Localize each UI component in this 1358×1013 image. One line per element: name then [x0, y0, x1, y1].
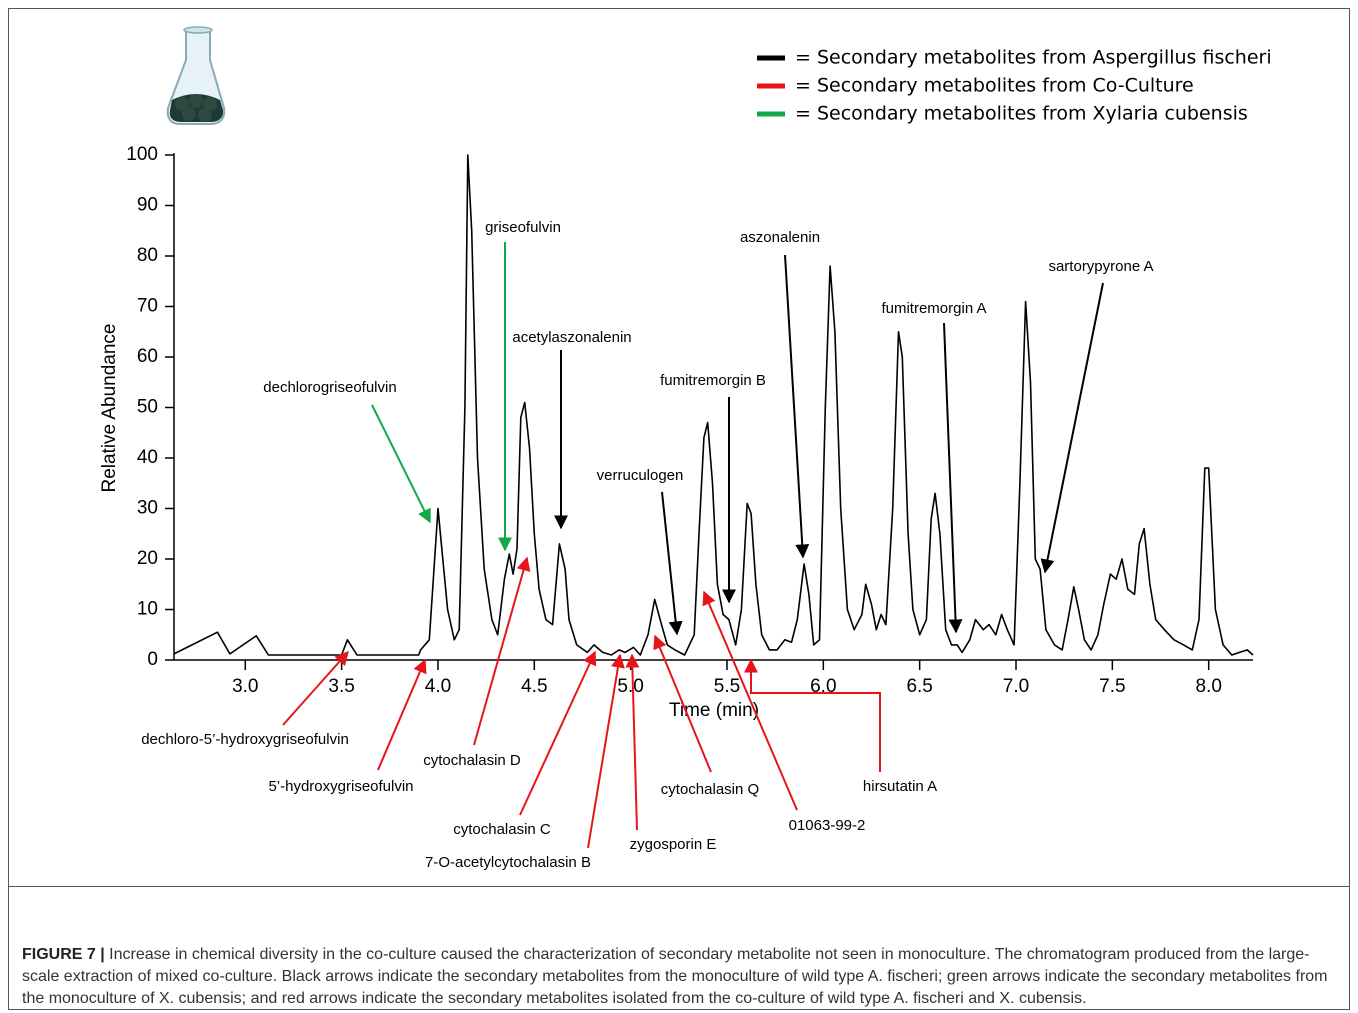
annotation-label: cytochalasin D: [423, 752, 521, 769]
y-tick-label: 60: [137, 346, 158, 367]
caption: FIGURE 7 | Increase in chemical diversit…: [22, 944, 1338, 1010]
annotation-label: griseofulvin: [485, 219, 561, 236]
x-tick-label: 4.5: [521, 676, 547, 697]
y-tick-label: 10: [137, 599, 158, 620]
legend-label: = Secondary metabolites from Co-Culture: [795, 75, 1194, 97]
annotation-arrow: [661, 491, 683, 636]
x-tick-label: 7.0: [1003, 676, 1029, 697]
frame: [8, 8, 1350, 1010]
y-tick-label: 70: [137, 296, 158, 317]
annotation-label: acetylaszonalenin: [512, 329, 631, 346]
y-tick-label: 40: [137, 447, 158, 468]
annotation-arrow: [702, 590, 798, 811]
annotation-label: verruculogen: [597, 467, 684, 484]
annotation-label: fumitremorgin A: [881, 300, 986, 317]
annotation-arrow: [653, 634, 712, 773]
x-tick-label: 4.0: [425, 676, 451, 697]
annotation-arrow: [371, 404, 431, 524]
x-tick-label: 5.5: [714, 676, 740, 697]
x-axis-label: Time (min): [669, 700, 759, 721]
y-tick-label: 90: [137, 195, 158, 216]
annotation-arrow: [784, 254, 810, 559]
annotation-label: sartorypyrone A: [1048, 258, 1153, 275]
annotation-arrow: [587, 653, 625, 849]
annotation-label: cytochalasin Q: [661, 781, 759, 798]
annotation-arrow: [1040, 282, 1104, 574]
y-tick-label: 20: [137, 548, 158, 569]
legend-label: = Secondary metabolites from Aspergillus…: [795, 47, 1272, 69]
y-tick-label: 30: [137, 498, 158, 519]
legend-label: = Secondary metabolites from Xylaria cub…: [795, 103, 1248, 125]
annotation-arrow: [473, 556, 531, 746]
annotation-label: zygosporin E: [630, 836, 717, 853]
annotation-label: aszonalenin: [740, 229, 820, 246]
y-tick-label: 80: [137, 245, 158, 266]
y-tick-label: 0: [147, 649, 158, 670]
annotation-arrow: [625, 653, 640, 831]
annotation-label: 01063-99-2: [789, 817, 866, 834]
annotation-label: dechlorogriseofulvin: [263, 379, 396, 396]
y-tick-label: 50: [137, 397, 158, 418]
annotation-label: fumitremorgin B: [660, 372, 766, 389]
annotation-label: cytochalasin C: [453, 821, 551, 838]
annotation-arrow: [519, 650, 597, 816]
caption-text: Increase in chemical diversity in the co…: [22, 946, 1328, 1007]
x-tick-label: 3.0: [232, 676, 258, 697]
caption-label: FIGURE 7 |: [22, 946, 105, 963]
flask-icon: [166, 26, 226, 125]
annotation-label: hirsutatin A: [863, 778, 937, 795]
annotation-arrow: [377, 658, 427, 771]
x-tick-label: 3.5: [328, 676, 354, 697]
annotation-label: 7-O-acetylcytochalasin B: [425, 854, 591, 871]
x-tick-label: 6.5: [906, 676, 932, 697]
y-tick-label: 100: [126, 144, 158, 165]
x-tick-label: 5.0: [617, 676, 643, 697]
x-tick-label: 7.5: [1099, 676, 1125, 697]
x-tick-label: 6.0: [810, 676, 836, 697]
y-axis-label: Relative Abundance: [99, 323, 120, 492]
annotation-arrow: [744, 658, 881, 772]
chromatogram-line: [173, 154, 1254, 656]
annotation-label: 5’-hydroxygriseofulvin: [268, 778, 413, 795]
annotation-arrow: [282, 650, 349, 726]
annotation-arrow: [943, 322, 963, 634]
annotation-label: dechloro-5’-hydroxygriseofulvin: [141, 731, 349, 748]
x-tick-label: 8.0: [1195, 676, 1221, 697]
